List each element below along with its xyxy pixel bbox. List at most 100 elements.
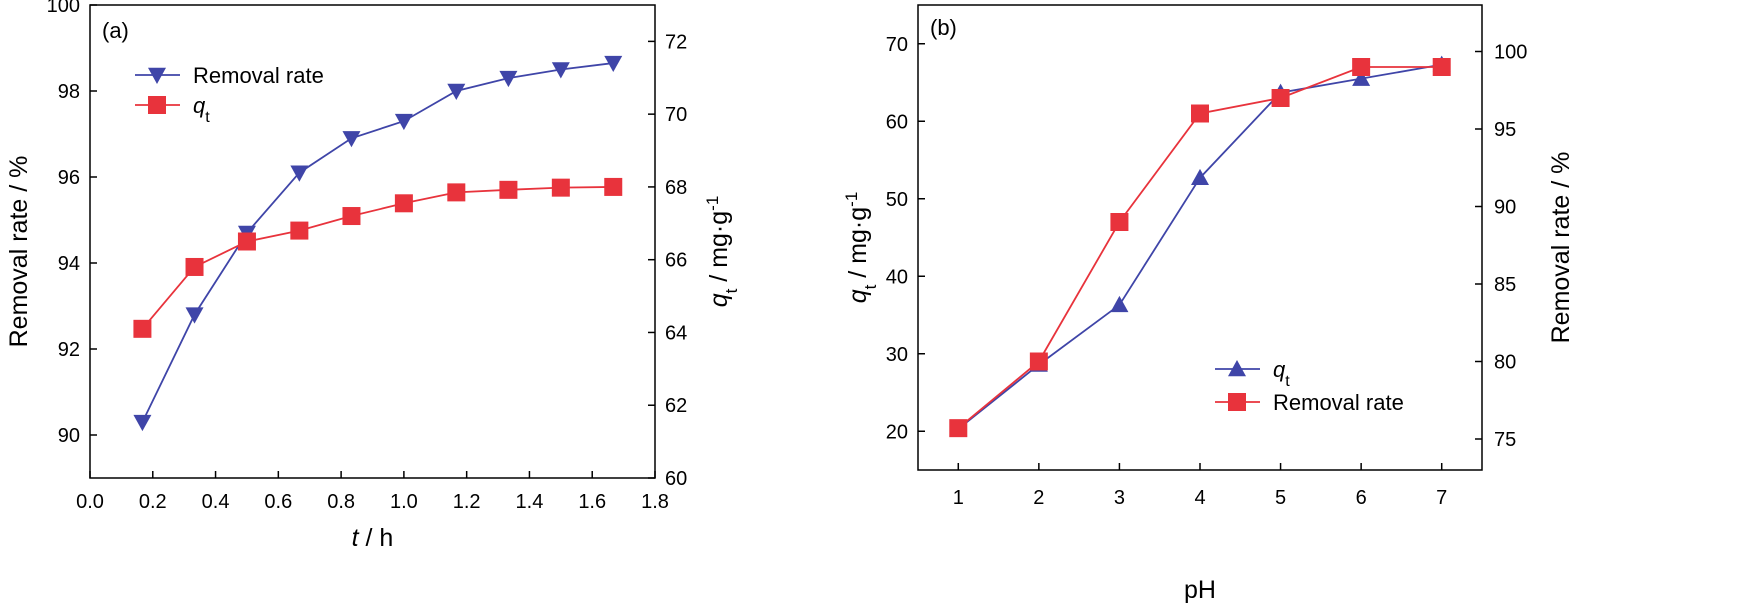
data-point-series-0 [185,307,204,324]
y-left-tick-label: 90 [58,425,80,447]
y-right-tick-label: 75 [1494,429,1516,451]
y-right-axis-title: Removal rate / % [1547,152,1575,344]
data-point-series-0 [394,113,413,131]
data-point-series-1 [1432,58,1451,76]
data-point-series-0 [551,62,570,79]
legend-var: q [193,93,206,118]
y-right-title-sub: t [722,288,741,293]
panel-label: (a) [102,18,129,43]
data-point-series-1 [1352,58,1371,76]
plot-frame [89,4,656,479]
x-axis-title-unit: / h [359,524,394,552]
x-tick-label: 1 [953,487,964,509]
data-point-series-1 [1110,213,1129,231]
y-left-tick-label: 30 [886,344,908,366]
data-point-series-1 [1271,89,1290,107]
y-right-tick-label: 62 [665,395,687,417]
y-right-tick-label: 85 [1494,274,1516,296]
data-point-series-1 [342,207,361,226]
x-axis-title: t / h [352,524,394,552]
panel-label: (b) [930,15,957,40]
y-right-tick-label: 70 [665,104,687,126]
legend-label-1: qt [193,93,210,126]
data-point-series-1 [1191,104,1209,123]
x-tick-label: 6 [1356,487,1367,509]
x-tick-label: 0.8 [327,491,355,513]
x-tick-label: 1.0 [390,491,418,513]
data-point-series-1 [133,319,152,338]
legend-marker-1 [148,96,166,114]
legend-label-0: Removal rate [193,63,324,88]
data-point-series-0 [1191,168,1209,186]
y-left-tick-label: 100 [47,0,80,17]
legend-marker-0 [148,67,166,84]
y-left-tick-label: 92 [58,339,80,361]
y-right-tick-label: 72 [665,31,687,53]
data-point-series-1 [551,178,570,197]
y-right-tick-label: 68 [665,177,687,199]
x-axis-title: pH [1184,576,1216,604]
data-point-series-0 [1352,69,1371,86]
legend-var: q [1273,357,1286,382]
x-tick-label: 1.4 [516,491,544,513]
data-point-series-1 [237,232,256,251]
y-right-tick-label: 64 [665,322,687,344]
y-left-axis-title: Removal rate / % [5,156,33,348]
chart-panel-a: 0.0 0.2 0.4 0.6 0.8 1.0 1.2 1.4 1.6 1.8 90 92 94 96 98… [5,0,741,552]
data-point-series-0 [290,165,309,182]
x-tick-label: 0.2 [139,491,167,513]
legend-marker-0 [1228,360,1246,377]
y-left-title-var: q [844,289,872,303]
data-point-series-1 [949,419,968,438]
y-right-tick-label: 66 [665,250,687,272]
x-tick-label: 3 [1114,487,1125,509]
x-tick-label: 1.8 [641,491,669,513]
legend-sub: t [1285,373,1290,390]
y-left-tick-label: 70 [886,34,908,56]
y-left-tick-label: 94 [58,253,80,275]
data-point-series-0 [447,83,466,100]
y-right-title-unit: / mg·g [705,211,733,289]
legend-marker-1 [1228,393,1246,411]
legend-label-0: qt [1273,357,1290,390]
data-point-series-0 [604,55,623,73]
y-left-tick-label: 96 [58,167,80,189]
x-tick-label: 5 [1275,487,1286,509]
y-left-title-unit: / mg·g [844,207,872,285]
y-right-axis-title: qt / mg·g-1 [703,196,741,308]
y-left-axis-title: qt / mg·g-1 [842,192,880,304]
x-axis-title-var: t [352,524,360,552]
x-tick-label: 0.0 [76,491,104,513]
data-point-series-1 [447,183,466,202]
x-tick-label: 1.2 [453,491,481,513]
x-tick-label: 2 [1033,487,1044,509]
y-left-title-sub: t [861,284,880,289]
y-right-tick-label: 95 [1494,119,1516,141]
data-point-series-0 [1110,295,1129,313]
x-tick-label: 0.4 [202,491,230,513]
y-left-tick-label: 20 [886,421,908,443]
x-tick-label: 1.6 [578,491,606,513]
x-tick-label: 7 [1436,487,1447,509]
x-tick-label: 0.6 [264,491,292,513]
data-point-series-1 [499,180,518,199]
data-point-series-1 [185,257,204,276]
y-left-title-sup: -1 [842,192,861,207]
y-right-title-var: q [705,293,733,307]
y-right-tick-label: 80 [1494,352,1516,374]
data-point-series-1 [604,177,623,196]
series-line-0 [141,62,614,423]
data-point-series-1 [290,221,309,240]
y-left-tick-label: 60 [886,111,908,133]
y-left-tick-label: 50 [886,189,908,211]
data-point-series-1 [1029,352,1048,371]
x-tick-label: 4 [1194,487,1205,509]
y-right-tick-label: 90 [1494,197,1516,219]
data-point-series-1 [394,194,413,213]
legend-sub: t [205,109,210,126]
y-left-tick-label: 40 [886,266,908,288]
y-left-tick-label: 98 [58,81,80,103]
legend-label-1: Removal rate [1273,390,1404,415]
